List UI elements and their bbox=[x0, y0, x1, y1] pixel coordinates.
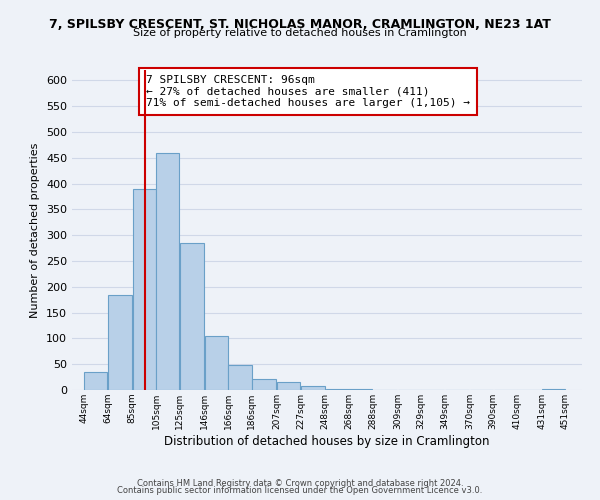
Text: Contains public sector information licensed under the Open Government Licence v3: Contains public sector information licen… bbox=[118, 486, 482, 495]
Bar bbox=[133, 188, 156, 390]
Bar bbox=[229, 365, 251, 390]
Text: 7 SPILSBY CRESCENT: 96sqm
← 27% of detached houses are smaller (411)
71% of semi: 7 SPILSBY CRESCENT: 96sqm ← 27% of detac… bbox=[146, 75, 470, 108]
Text: 7, SPILSBY CRESCENT, ST. NICHOLAS MANOR, CRAMLINGTON, NE23 1AT: 7, SPILSBY CRESCENT, ST. NICHOLAS MANOR,… bbox=[49, 18, 551, 30]
Bar bbox=[84, 372, 107, 390]
Bar bbox=[108, 294, 132, 390]
Text: Size of property relative to detached houses in Cramlington: Size of property relative to detached ho… bbox=[133, 28, 467, 38]
Bar bbox=[277, 382, 300, 390]
Bar bbox=[205, 336, 228, 390]
Bar bbox=[180, 243, 204, 390]
Bar bbox=[252, 378, 277, 390]
Y-axis label: Number of detached properties: Number of detached properties bbox=[31, 142, 40, 318]
Text: Contains HM Land Registry data © Crown copyright and database right 2024.: Contains HM Land Registry data © Crown c… bbox=[137, 478, 463, 488]
Bar bbox=[301, 386, 325, 390]
X-axis label: Distribution of detached houses by size in Cramlington: Distribution of detached houses by size … bbox=[164, 434, 490, 448]
Bar bbox=[157, 152, 179, 390]
